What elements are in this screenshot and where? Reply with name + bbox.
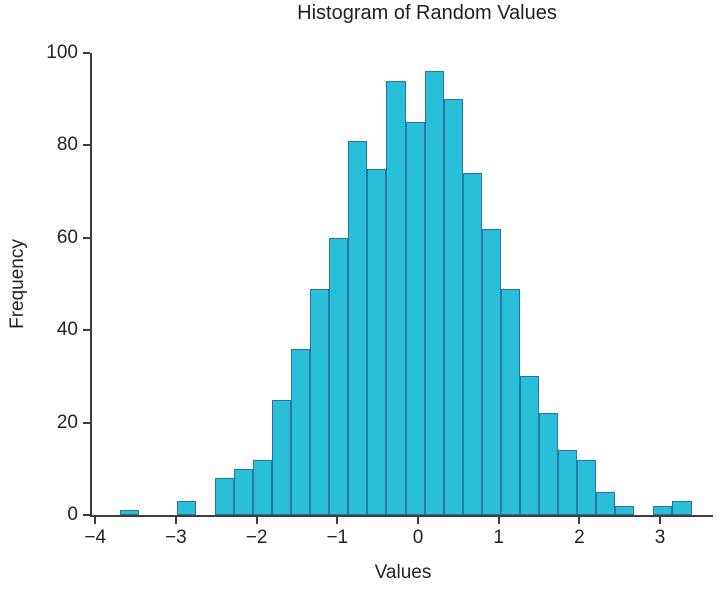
- x-tick-mark: [336, 517, 339, 524]
- y-tick-label: 0: [67, 504, 78, 525]
- chart-title: Histogram of Random Values: [297, 2, 557, 24]
- histogram-bar: [424, 71, 444, 515]
- histogram-bar: [310, 288, 330, 515]
- histogram-bar: [558, 450, 578, 515]
- x-tick-mark: [255, 517, 258, 524]
- histogram-bar: [443, 99, 463, 515]
- histogram-bar: [348, 140, 368, 515]
- x-tick-mark: [497, 517, 500, 524]
- x-tick-mark: [416, 517, 419, 524]
- histogram-bar: [500, 288, 520, 515]
- histogram-bar: [405, 122, 425, 515]
- x-axis-label: Values: [374, 562, 432, 583]
- y-tick-mark: [83, 514, 90, 516]
- histogram-bar: [272, 399, 292, 515]
- histogram-bar: [596, 491, 616, 515]
- x-tick-label: 0: [412, 527, 424, 548]
- histogram-bar: [481, 228, 501, 515]
- y-tick-mark: [83, 144, 90, 147]
- y-tick-label: 80: [56, 134, 78, 156]
- x-tick-mark: [94, 517, 97, 524]
- x-tick-mark: [578, 517, 581, 524]
- y-tick-label: 100: [46, 42, 78, 63]
- y-tick-mark: [83, 52, 90, 54]
- histogram-bar: [119, 510, 139, 515]
- x-tick-label: −3: [165, 527, 187, 548]
- histogram-bar: [462, 173, 482, 515]
- histogram-bar: [615, 505, 635, 515]
- y-tick-label: 40: [56, 319, 78, 341]
- y-tick-mark: [83, 236, 90, 239]
- y-tick-label: 60: [56, 226, 78, 248]
- x-tick-label: 2: [574, 527, 585, 548]
- x-tick-label: −2: [245, 527, 268, 548]
- x-tick-mark: [659, 517, 662, 524]
- y-tick-label: 20: [56, 411, 78, 433]
- y-tick-mark: [83, 329, 90, 332]
- plot-area: 0 20 40 60 80 100 −4 −3 −2 −1 0 1 2 3: [46, 42, 713, 548]
- histogram-bar: [214, 478, 234, 515]
- histogram-bar: [291, 348, 311, 515]
- x-tick-label: −1: [326, 527, 349, 548]
- x-tick-mark: [174, 517, 177, 524]
- histogram-bar: [653, 505, 673, 515]
- x-tick-label: −4: [84, 527, 107, 548]
- histogram-bar: [233, 468, 253, 515]
- histogram-bar: [329, 237, 349, 515]
- x-tick-label: 3: [654, 527, 666, 548]
- y-axis-label: Frequency: [7, 239, 28, 329]
- x-tick-label: 1: [493, 527, 504, 548]
- histogram-bar: [386, 80, 406, 515]
- histogram-bar: [538, 413, 559, 515]
- histogram-bar: [252, 459, 273, 515]
- histogram-bar: [577, 459, 597, 515]
- histogram-bar: [672, 501, 692, 515]
- histogram-bar: [519, 376, 539, 515]
- y-tick-mark: [83, 421, 90, 424]
- histogram-bar: [176, 501, 196, 515]
- histogram-bar: [367, 168, 387, 515]
